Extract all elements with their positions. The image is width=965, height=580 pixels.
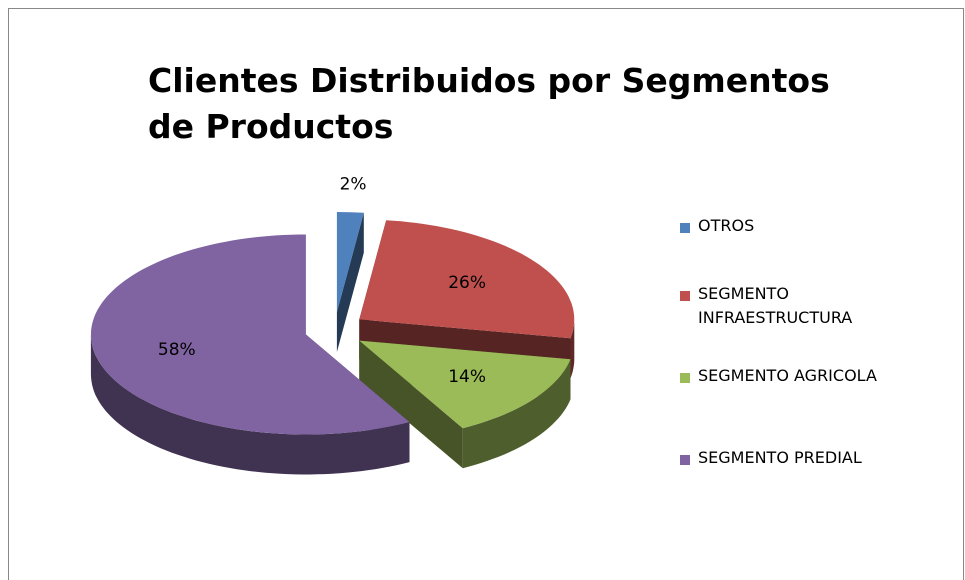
slice-side xyxy=(359,340,463,469)
data-label: 14% xyxy=(448,367,486,387)
chart-border xyxy=(8,8,964,580)
slice xyxy=(359,220,575,339)
legend-swatch xyxy=(680,455,690,465)
slice-wall xyxy=(570,319,575,379)
slice-wall xyxy=(90,334,410,475)
slice xyxy=(359,340,571,429)
data-label: 2% xyxy=(340,174,367,194)
legend-label: SEGMENTO INFRAESTRUCTURA xyxy=(698,284,853,327)
slice xyxy=(336,212,364,312)
legend-swatch xyxy=(680,373,690,383)
data-label: 58% xyxy=(158,340,196,360)
slice xyxy=(91,234,410,435)
legend-label: SEGMENTO AGRICOLA xyxy=(698,366,877,385)
legend-item: SEGMENTO AGRICOLA xyxy=(680,366,958,388)
legend-swatch xyxy=(680,291,690,301)
legend-item: SEGMENTO INFRAESTRUCTURA xyxy=(680,284,888,330)
slice-wall xyxy=(462,359,571,469)
slice-side xyxy=(336,212,364,352)
data-label: 26% xyxy=(448,273,486,293)
legend-label: OTROS xyxy=(698,216,755,235)
legend-item: SEGMENTO PREDIAL xyxy=(680,448,958,470)
chart-title: Clientes Distribuidos por Segmentos de P… xyxy=(148,61,830,146)
legend-item: OTROS xyxy=(680,216,958,238)
legend-swatch xyxy=(680,223,690,233)
legend-label: SEGMENTO PREDIAL xyxy=(698,448,862,467)
